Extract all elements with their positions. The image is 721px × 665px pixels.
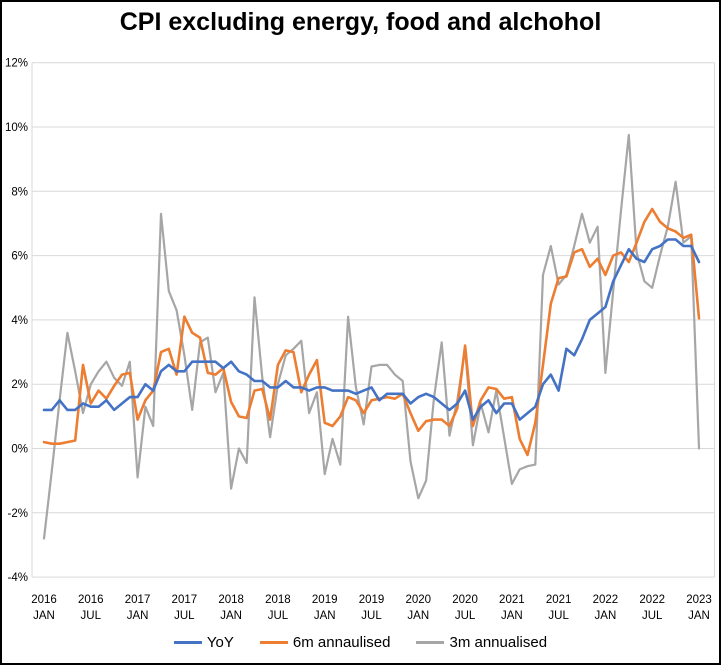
x-axis-tick-year: 2016 bbox=[31, 594, 57, 606]
3m-line-swatch bbox=[416, 641, 445, 644]
y-axis-tick-label: -2% bbox=[8, 508, 28, 520]
y-axis-tick-label: 6% bbox=[11, 251, 28, 263]
x-axis-tick-year: 2020 bbox=[452, 594, 478, 606]
x-axis-tick-month: JUL bbox=[361, 610, 382, 622]
series-line-yoy bbox=[42, 238, 701, 421]
chart-title: CPI excluding energy, food and alchohol bbox=[119, 8, 602, 36]
legend-item-3m: 3m annualised bbox=[416, 634, 547, 651]
yoy-line-swatch bbox=[173, 641, 202, 644]
x-axis-tick-year: 2023 bbox=[686, 594, 712, 606]
x-axis-tick-month: JAN bbox=[33, 610, 55, 622]
y-axis-tick-label: 12% bbox=[5, 58, 28, 70]
x-axis-tick-month: JAN bbox=[127, 610, 149, 622]
y-axis-tick-label: 0% bbox=[11, 444, 28, 456]
y-axis-tick-label: 10% bbox=[5, 122, 28, 134]
x-axis-tick-year: 2018 bbox=[265, 594, 291, 606]
x-axis-tick-month: JAN bbox=[501, 610, 523, 622]
legend: YoY 6m annaulised 3m annualised bbox=[2, 634, 719, 651]
x-axis-tick-year: 2017 bbox=[125, 594, 151, 606]
x-axis-tick-month: JUL bbox=[174, 610, 195, 622]
y-axis-tick-label: 8% bbox=[11, 186, 28, 198]
legend-label-yoy: YoY bbox=[206, 634, 234, 651]
6m-line-swatch bbox=[259, 641, 288, 644]
x-axis-tick-year: 2022 bbox=[593, 594, 619, 606]
x-axis-tick-year: 2021 bbox=[499, 594, 525, 606]
x-axis-tick-year: 2016 bbox=[78, 594, 104, 606]
x-axis-tick-year: 2019 bbox=[359, 594, 385, 606]
legend-item-yoy: YoY bbox=[173, 634, 234, 651]
legend-item-6m: 6m annaulised bbox=[259, 634, 391, 651]
y-axis-tick-label: 4% bbox=[11, 315, 28, 327]
x-axis-tick-month: JAN bbox=[688, 610, 710, 622]
series-line-6m-annaulised bbox=[42, 207, 701, 457]
series-line-3m-annualised bbox=[42, 133, 701, 540]
x-axis-tick-year: 2017 bbox=[172, 594, 198, 606]
x-axis-tick-year: 2019 bbox=[312, 594, 338, 606]
x-axis-tick-month: JAN bbox=[314, 610, 336, 622]
x-axis-tick-month: JUL bbox=[548, 610, 569, 622]
x-axis-tick-month: JUL bbox=[455, 610, 476, 622]
x-axis-tick-year: 2021 bbox=[546, 594, 572, 606]
x-axis-tick-month: JUL bbox=[268, 610, 289, 622]
x-axis-tick-month: JAN bbox=[220, 610, 242, 622]
legend-label-6m: 6m annaulised bbox=[292, 634, 391, 651]
x-axis-tick-year: 2022 bbox=[639, 594, 665, 606]
x-axis-tick-year: 2018 bbox=[218, 594, 244, 606]
x-axis-tick-month: JAN bbox=[595, 610, 617, 622]
legend-label-3m: 3m annualised bbox=[449, 634, 548, 651]
x-axis-tick-year: 2020 bbox=[405, 594, 431, 606]
x-axis-tick-month: JUL bbox=[81, 610, 102, 622]
y-axis-tick-label: -4% bbox=[8, 572, 28, 584]
y-axis-tick-label: 2% bbox=[11, 379, 28, 391]
x-axis-tick-month: JUL bbox=[642, 610, 663, 622]
x-axis-tick-month: JAN bbox=[407, 610, 429, 622]
